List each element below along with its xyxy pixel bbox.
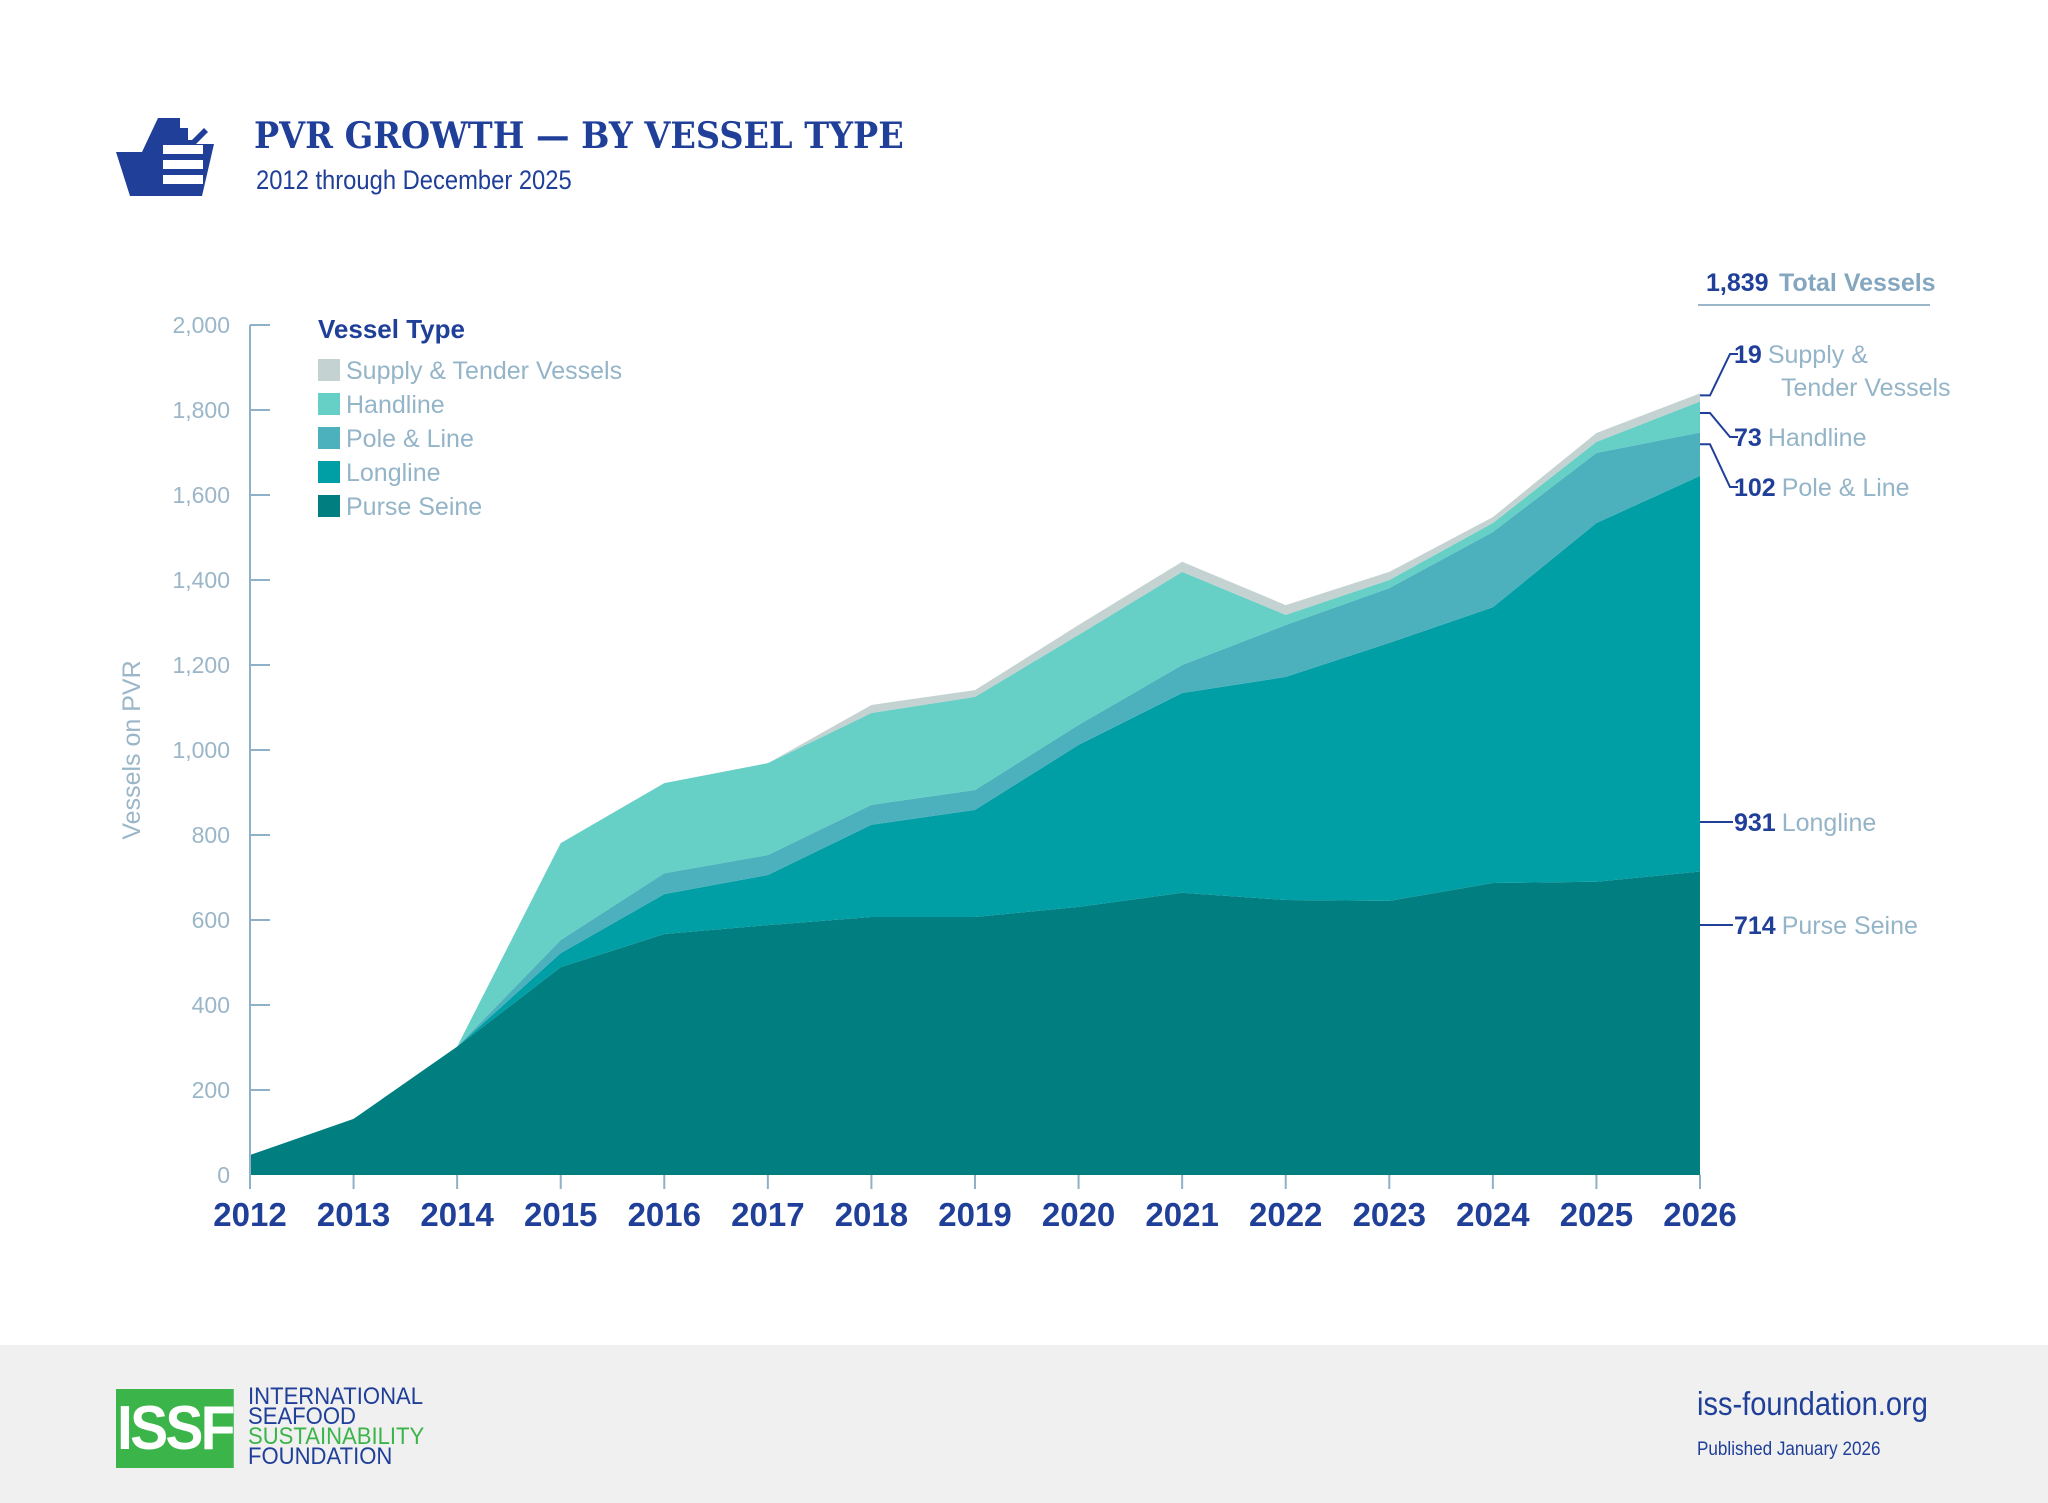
legend-item-handline[interactable]: Handline (318, 391, 445, 419)
y-tick-label: 0 (217, 1162, 230, 1188)
x-tick-label: 2018 (835, 1196, 908, 1233)
legend-title: Vessel Type (318, 314, 465, 344)
logo-mark: ISSF (116, 1389, 236, 1468)
callout-value: 931 (1734, 809, 1776, 837)
callout-leader-line (1700, 353, 1738, 397)
y-tick-label: 1,000 (172, 737, 230, 763)
area-pole-line (250, 432, 1700, 1156)
callout-label: Purse Seine (1782, 912, 1918, 940)
x-tick-label: 2014 (420, 1196, 494, 1233)
legend-label: Supply & Tender Vessels (346, 357, 622, 385)
total-annotation: 1,839 Total Vessels (1698, 269, 1936, 306)
x-tick-label: 2023 (1353, 1196, 1426, 1233)
legend-label: Purse Seine (346, 493, 482, 521)
callout-handline: 73 Handline (1700, 412, 1867, 452)
callout-value: 73 (1734, 424, 1762, 452)
x-tick-label: 2017 (731, 1196, 804, 1233)
legend-label: Longline (346, 459, 441, 487)
callout-label-line2: Tender Vessels (1781, 374, 1951, 402)
callout-value: 19 (1734, 341, 1762, 369)
callout-text: 102 Pole & Line (1734, 474, 1910, 502)
y-tick-label: 2,000 (172, 312, 230, 338)
callout-text: 19 Supply & (1734, 341, 1868, 369)
area-longline (250, 475, 1700, 1156)
y-tick-label: 1,800 (172, 397, 230, 423)
legend-label: Pole & Line (346, 425, 474, 453)
x-axis: 2012 2013 2014 2015 2016 2017 2018 2019 2020 2021… (213, 1175, 1737, 1233)
legend-swatch (318, 359, 340, 381)
ship-icon (116, 118, 214, 196)
x-tick-label: 2016 (628, 1196, 701, 1233)
callout-text: 714 Purse Seine (1734, 912, 1918, 940)
total-text: 1,839 Total Vessels (1706, 269, 1936, 297)
callout-label: Handline (1768, 424, 1867, 452)
callout-value: 102 (1734, 474, 1776, 502)
x-tick-label: 2019 (938, 1196, 1011, 1233)
callout-leader-line (1700, 412, 1738, 438)
logo-wordmark: INTERNATIONAL SEAFOOD SUSTAINABILITY FOU… (248, 1383, 425, 1470)
total-value: 1,839 (1706, 269, 1769, 297)
callout-label: Supply & (1768, 341, 1868, 369)
y-tick-label: 1,600 (172, 482, 230, 508)
y-tick-label: 800 (192, 822, 230, 848)
legend: Vessel Type Supply & Tender Vessels Handl… (318, 314, 622, 521)
legend-swatch (318, 427, 340, 449)
callout-label: Longline (1782, 809, 1877, 837)
y-tick-label: 200 (192, 1077, 230, 1103)
x-tick-label: 2024 (1456, 1196, 1530, 1233)
callout-supply-tender: 19 Supply & Tender Vessels (1700, 341, 1951, 402)
total-label: Total Vessels (1779, 269, 1936, 297)
x-tick-label: 2012 (213, 1196, 286, 1233)
y-tick-label: 600 (192, 907, 230, 933)
area-supply-tender (250, 393, 1700, 1156)
logo-line-4: FOUNDATION (248, 1443, 393, 1470)
legend-swatch (318, 495, 340, 517)
issf-logo[interactable]: ISSF INTERNATIONAL SEAFOOD SUSTAINABILIT… (116, 1383, 456, 1470)
legend-label: Handline (346, 391, 445, 419)
logo-line-3: SUSTAINABILITY (248, 1423, 425, 1450)
website-link[interactable]: iss-foundation.org (1697, 1385, 1928, 1422)
footer: ISSF INTERNATIONAL SEAFOOD SUSTAINABILIT… (0, 1345, 2048, 1503)
x-tick-label: 2013 (317, 1196, 390, 1233)
x-tick-label: 2025 (1560, 1196, 1633, 1233)
callout-value: 714 (1734, 912, 1776, 940)
legend-swatch (318, 393, 340, 415)
legend-item-supply-tender[interactable]: Supply & Tender Vessels (318, 357, 622, 385)
callout-text: 73 Handline (1734, 424, 1867, 452)
chart-subtitle: 2012 through December 2025 (256, 165, 572, 195)
callout-purse-seine: 714 Purse Seine (1700, 912, 1918, 940)
y-tick-label: 400 (192, 992, 230, 1018)
legend-item-purse-seine[interactable]: Purse Seine (318, 493, 482, 521)
callout-leader-line (1700, 443, 1738, 488)
legend-item-longline[interactable]: Longline (318, 459, 441, 487)
chart-title: PVR GROWTH — BY VESSEL TYPE (254, 115, 904, 157)
logo-line-1: INTERNATIONAL (248, 1383, 424, 1410)
area-handline (250, 401, 1700, 1156)
x-tick-label: 2020 (1042, 1196, 1115, 1233)
callouts: 19 Supply & Tender Vessels 73 Handline 102 Pol… (1700, 341, 1951, 940)
x-tick-label: 2026 (1663, 1196, 1736, 1233)
callout-label: Pole & Line (1782, 474, 1910, 502)
published-date: Published January 2026 (1697, 1439, 1881, 1460)
logo-line-2: SEAFOOD (248, 1403, 356, 1430)
callout-text: 931 Longline (1734, 809, 1876, 837)
y-tick-label: 1,400 (172, 567, 230, 593)
y-tick-label: 1,200 (172, 652, 230, 678)
area-layers (250, 393, 1700, 1175)
area-purse-seine (250, 871, 1700, 1175)
callout-pole-line: 102 Pole & Line (1700, 443, 1910, 502)
y-axis: 0 200 400 600 800 1,000 1,200 1,400 1,600 1,800 2,… (172, 312, 270, 1189)
x-tick-label: 2015 (524, 1196, 597, 1233)
stacked-area-chart: 0 200 400 600 800 1,000 1,200 1,400 1,600 1,800 2,… (118, 269, 1951, 1233)
y-axis-title: Vessels on PVR (118, 660, 146, 839)
x-tick-label: 2021 (1145, 1196, 1218, 1233)
callout-longline: 931 Longline (1700, 809, 1876, 837)
x-tick-label: 2022 (1249, 1196, 1322, 1233)
legend-item-pole-line[interactable]: Pole & Line (318, 425, 474, 453)
legend-swatch (318, 461, 340, 483)
